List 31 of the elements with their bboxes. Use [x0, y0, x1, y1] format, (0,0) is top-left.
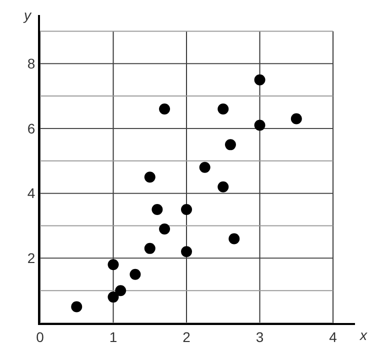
point [108, 292, 119, 303]
point [144, 172, 156, 183]
point [71, 301, 82, 312]
y-axis-title: y [23, 7, 32, 23]
x-tick-label: 0 [36, 328, 44, 345]
point [254, 120, 266, 131]
y-tick-label: 6 [27, 120, 36, 136]
x-tick-label: 4 [329, 328, 338, 345]
point [199, 162, 210, 173]
point [228, 233, 240, 244]
point [108, 259, 119, 270]
x-tick-label: 2 [182, 328, 191, 345]
y-tick-label: 2 [27, 250, 36, 266]
point [218, 104, 229, 115]
point [290, 113, 302, 124]
point [130, 268, 141, 280]
y-tick-label: 8 [27, 56, 36, 72]
point [152, 204, 163, 216]
point [254, 74, 266, 86]
x-axis-title: x [359, 327, 368, 343]
point [218, 181, 229, 192]
point [181, 204, 192, 216]
y-tick-label: 4 [27, 185, 36, 202]
point [115, 285, 126, 296]
point [159, 223, 170, 234]
point [144, 242, 156, 254]
x-tick-label: 3 [256, 328, 264, 345]
point [181, 246, 192, 258]
point [159, 104, 170, 115]
point [224, 139, 236, 150]
x-tick-label: 1 [109, 328, 118, 345]
